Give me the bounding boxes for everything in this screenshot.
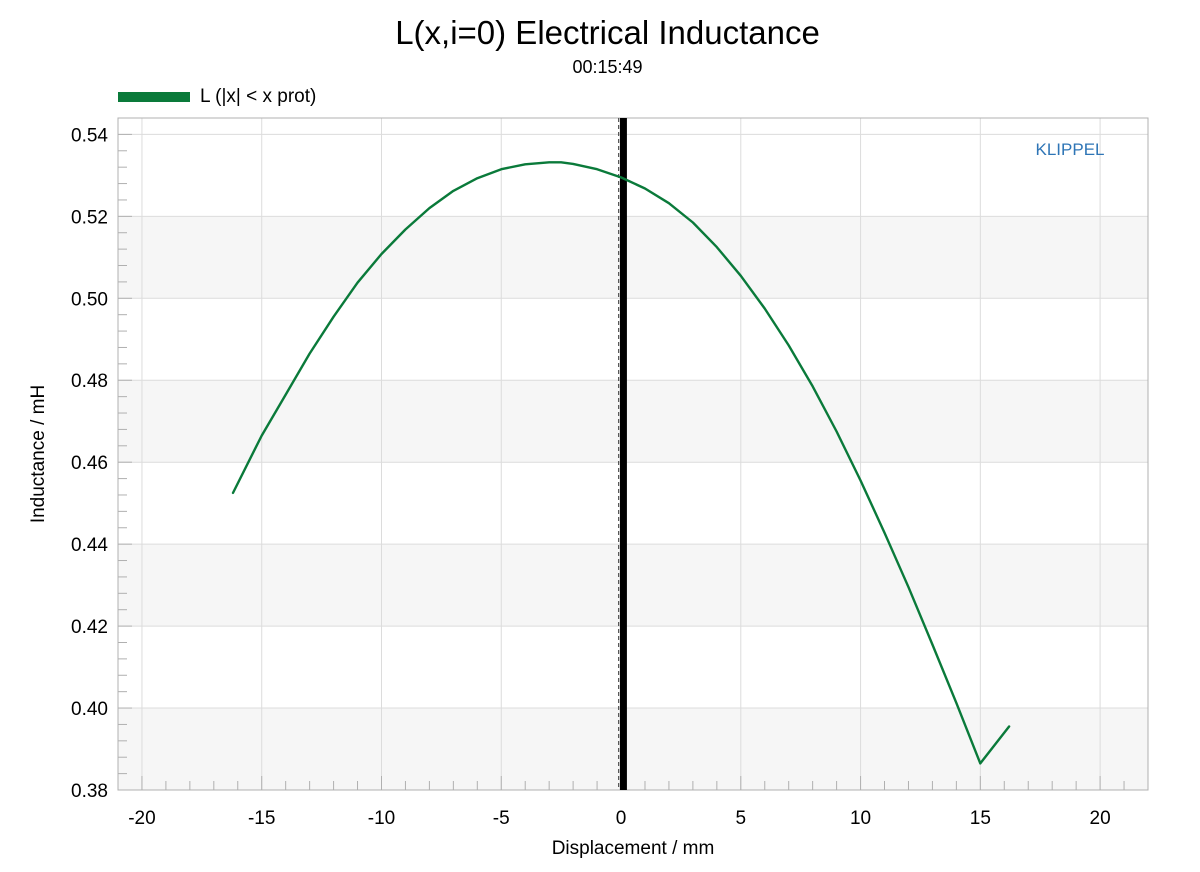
y-tick-label: 0.42 xyxy=(71,617,108,638)
x-tick-label: 10 xyxy=(850,808,871,829)
series-line xyxy=(231,161,1011,765)
y-tick-label: 0.48 xyxy=(71,371,108,392)
x-tick-label: -15 xyxy=(248,808,275,829)
series-group xyxy=(231,161,1011,765)
y-tick-label: 0.46 xyxy=(71,453,108,474)
x-tick-label: 5 xyxy=(736,808,747,829)
x-tick-label: -10 xyxy=(368,808,395,829)
background-band xyxy=(118,380,1148,463)
y-tick-label: 0.38 xyxy=(71,781,108,802)
klippel-watermark: KLIPPEL xyxy=(1036,140,1105,159)
background-bands xyxy=(118,118,1148,790)
y-tick-label: 0.50 xyxy=(71,289,108,310)
background-band xyxy=(118,216,1148,299)
y-tick-label: 0.44 xyxy=(71,535,108,556)
x-axis-label: Displacement / mm xyxy=(552,838,715,859)
minor-ticks xyxy=(117,117,1149,791)
legend-swatch xyxy=(118,92,190,102)
legend[interactable]: L (|x| < x prot) xyxy=(118,86,316,108)
x-tick-label: 20 xyxy=(1090,808,1111,829)
x-tick-label: -20 xyxy=(128,808,155,829)
plot-frame xyxy=(117,117,1149,791)
y-tick-label: 0.54 xyxy=(71,125,108,146)
chart-title: L(x,i=0) Electrical Inductance xyxy=(395,14,820,51)
background-band xyxy=(118,708,1148,790)
markers xyxy=(618,118,627,790)
background-band xyxy=(118,544,1148,627)
x-tick-labels: -20 -15 -10 -5 0 5 10 15 20 xyxy=(128,808,1110,829)
x-tick-label: 0 xyxy=(616,808,627,829)
legend-label: L (|x| < x prot) xyxy=(200,86,317,107)
y-tick-label: 0.40 xyxy=(71,699,108,720)
y-tick-labels: 0.38 0.40 0.42 0.44 0.46 0.48 0.50 0.52 0.54 xyxy=(71,125,108,802)
y-axis-label: Inductance / mH xyxy=(28,385,49,523)
chart-subtitle: 00:15:49 xyxy=(572,57,643,77)
x-tick-label: -5 xyxy=(493,808,510,829)
x-tick-label: 15 xyxy=(970,808,991,829)
y-tick-label: 0.52 xyxy=(71,207,108,228)
